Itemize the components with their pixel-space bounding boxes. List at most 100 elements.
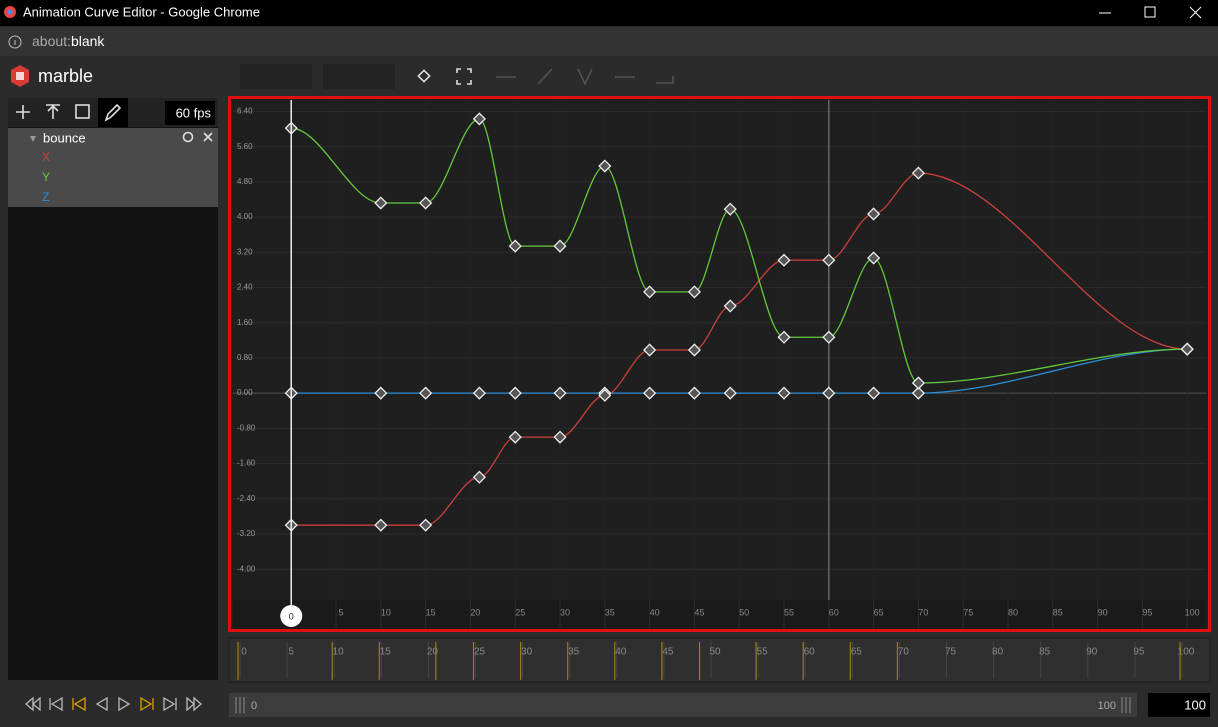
curve-graph: 6.40 5.60 4.80 4.00 3.20 2.40 1.60 0.80 0.00 -0.8… <box>229 96 1210 632</box>
keyframe[interactable] <box>508 386 522 400</box>
keyframe[interactable] <box>1180 342 1194 356</box>
keyframe[interactable] <box>643 285 657 299</box>
keyframe[interactable] <box>598 388 612 402</box>
keyframe[interactable] <box>687 285 701 299</box>
y-tick-label: 0.00 <box>237 388 253 397</box>
close-button[interactable] <box>1189 6 1202 19</box>
fps-box[interactable] <box>165 101 215 125</box>
keyframe[interactable] <box>911 376 925 390</box>
rewind-button[interactable] <box>25 696 41 712</box>
next-key-button[interactable] <box>163 696 177 712</box>
add-button[interactable] <box>16 105 30 119</box>
next-frame-button[interactable] <box>140 696 154 712</box>
end-frame-box[interactable] <box>1148 693 1210 717</box>
keyframe[interactable] <box>374 196 388 210</box>
x-tick-label: 15 <box>426 607 436 617</box>
keyframe[interactable] <box>687 386 701 400</box>
tree-root[interactable]: bounce <box>43 130 86 145</box>
keyframe[interactable] <box>419 518 433 532</box>
save-button[interactable] <box>75 104 90 119</box>
settings-button[interactable] <box>182 131 194 143</box>
keyframe[interactable] <box>553 239 567 253</box>
curve <box>291 172 1188 526</box>
frame-axis <box>233 600 1206 629</box>
keyframe[interactable] <box>867 386 881 400</box>
break-button[interactable] <box>577 68 593 86</box>
range-grips[interactable] <box>235 697 1131 713</box>
keyframe[interactable] <box>472 112 486 126</box>
fit-button[interactable] <box>456 68 472 85</box>
y-tick-label: -4.00 <box>237 564 256 573</box>
keyframe[interactable] <box>822 386 836 400</box>
timeline-tick-label: 25 <box>474 647 486 658</box>
keyframe[interactable] <box>553 386 567 400</box>
keyframe[interactable] <box>472 470 486 484</box>
keyframe[interactable] <box>777 253 791 267</box>
keyframe[interactable] <box>643 386 657 400</box>
keyframe[interactable] <box>508 430 522 444</box>
x-tick-label: 5 <box>339 607 344 617</box>
value-input[interactable] <box>240 64 312 89</box>
keyframe[interactable] <box>911 166 925 180</box>
keyframe[interactable] <box>687 343 701 357</box>
graph-highlight <box>228 96 1211 632</box>
curve <box>291 348 1188 394</box>
x-tick-label: 80 <box>1008 607 1018 617</box>
keyframe[interactable] <box>553 430 567 444</box>
keyframe[interactable] <box>777 386 791 400</box>
y-tick-label: -2.40 <box>237 494 256 503</box>
slope-button[interactable] <box>537 68 553 85</box>
keyframe[interactable] <box>822 330 836 344</box>
fast-forward-button[interactable] <box>186 696 202 712</box>
keyframe[interactable] <box>374 386 388 400</box>
url[interactable]: about:blank <box>32 33 105 49</box>
range-slider[interactable] <box>229 693 1137 717</box>
keyframe-button[interactable] <box>417 69 431 83</box>
timeline-tick-label: 35 <box>568 647 580 658</box>
keyframe[interactable] <box>643 343 657 357</box>
app-name: marble <box>38 66 93 86</box>
keyframe[interactable] <box>867 207 881 221</box>
previous-key-button[interactable] <box>49 696 63 712</box>
x-tick-label: 90 <box>1098 607 1108 617</box>
playhead-handle[interactable] <box>280 605 303 627</box>
timeline-tick-label: 90 <box>1086 647 1098 658</box>
keyframe[interactable] <box>777 330 791 344</box>
window-title: Animation Curve Editor - Google Chrome <box>23 4 260 19</box>
remove-button[interactable] <box>203 132 213 142</box>
previous-frame-button[interactable] <box>72 696 86 712</box>
keyframe[interactable] <box>374 518 388 532</box>
timeline-tick-label: 30 <box>521 647 533 658</box>
keyframe[interactable] <box>508 239 522 253</box>
timeline-tick-label: 10 <box>333 647 345 658</box>
channel-label: Y <box>42 170 50 184</box>
info-icon[interactable] <box>8 35 22 49</box>
keyframe[interactable] <box>598 159 612 173</box>
maximize-button[interactable] <box>1144 6 1156 18</box>
timeline-tick-label: 45 <box>662 647 674 658</box>
step-button[interactable] <box>656 76 674 84</box>
play-button[interactable] <box>118 696 131 712</box>
keyframe[interactable] <box>723 386 737 400</box>
x-tick-label: 25 <box>515 607 525 617</box>
timeline-tick-label: 100 <box>1178 647 1195 658</box>
keyframe[interactable] <box>822 253 836 267</box>
keyframe[interactable] <box>867 251 881 265</box>
edit-button[interactable] <box>104 103 122 122</box>
export-button[interactable] <box>46 104 60 119</box>
keyframe[interactable] <box>723 299 737 313</box>
expand-arrow[interactable] <box>30 136 36 142</box>
value-input[interactable] <box>323 64 395 89</box>
range-end: 100 <box>1098 700 1116 712</box>
keyframe[interactable] <box>472 386 486 400</box>
keyframe[interactable] <box>419 386 433 400</box>
keyframe[interactable] <box>419 196 433 210</box>
timeline-tick-label: 95 <box>1133 647 1145 658</box>
keyframe[interactable] <box>723 202 737 216</box>
play-back-button[interactable] <box>95 696 108 712</box>
y-tick-label: 2.40 <box>237 283 253 292</box>
y-tick-label: 4.00 <box>237 212 253 221</box>
y-tick-label: 3.20 <box>237 247 253 256</box>
keyframe[interactable] <box>911 386 925 400</box>
